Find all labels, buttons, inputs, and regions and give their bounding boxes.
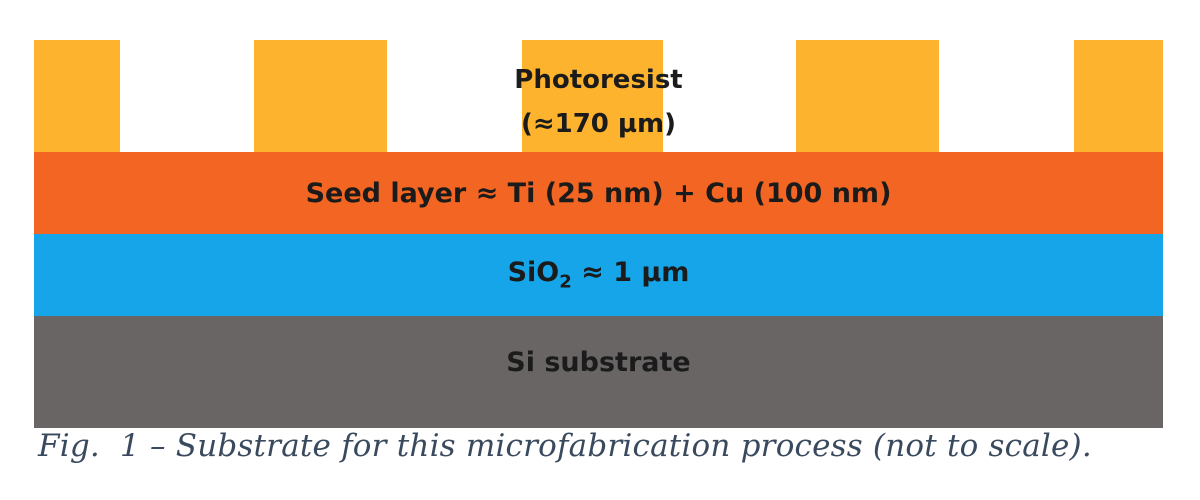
photoresist-pillar [522, 40, 663, 152]
sio2-subscript: 2 [559, 271, 572, 293]
photoresist-label: Photoresist (≈170 µm) [34, 58, 1163, 146]
photoresist-pillar [1074, 40, 1163, 152]
si-substrate-label: Si substrate [506, 346, 691, 378]
sio2-layer: SiO2 ≈ 1 µm [34, 234, 1163, 316]
photoresist-pillar [254, 40, 387, 152]
sio2-thickness: ≈ 1 µm [571, 257, 690, 289]
layer-stack-diagram: Photoresist (≈170 µm) Seed layer ≈ Ti (2… [34, 40, 1163, 428]
sio2-label: SiO2 ≈ 1 µm [508, 257, 690, 292]
photoresist-pillar [796, 40, 939, 152]
si-substrate-layer: Si substrate [34, 316, 1163, 428]
seed-layer: Seed layer ≈ Ti (25 nm) + Cu (100 nm) [34, 152, 1163, 234]
sio2-formula: SiO [507, 257, 560, 289]
photoresist-pillar [34, 40, 120, 152]
photoresist-thickness: (≈170 µm) [520, 109, 677, 139]
seed-layer-label: Seed layer ≈ Ti (25 nm) + Cu (100 nm) [305, 177, 892, 209]
photoresist-name: Photoresist [514, 65, 683, 95]
figure-caption: Fig. 1 – Substrate for this microfabrica… [38, 428, 1092, 464]
